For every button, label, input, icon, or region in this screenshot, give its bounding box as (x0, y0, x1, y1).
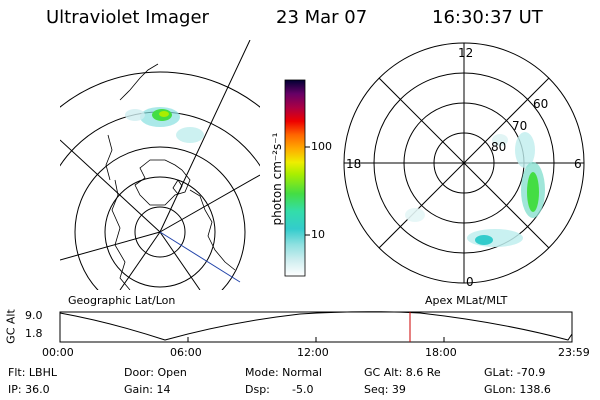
dsp-value: -5.0 (292, 383, 314, 396)
time-axis-ticks (59, 337, 573, 342)
time-tick-1800: 18:00 (425, 346, 457, 359)
ip-info: IP: 36.0 (8, 383, 50, 396)
colorbar-unit-label: photon cm⁻²s⁻¹ (270, 132, 284, 226)
time-tick-1200: 12:00 (297, 346, 329, 359)
geographic-caption: Geographic Lat/Lon (68, 294, 176, 307)
seq-info: Seq: 39 (364, 383, 406, 396)
dsp-label: Dsp: (245, 383, 270, 396)
time-tick-0600: 06:00 (170, 346, 202, 359)
time-label: 16:30:37 UT (432, 7, 543, 28)
mlt-label-0: 0 (466, 275, 474, 289)
geo-aurora-emission (125, 107, 204, 143)
polar-grid (343, 42, 585, 284)
lat-label-60: 60 (533, 97, 549, 111)
lat-label-70: 70 (512, 119, 528, 133)
mlt-label-18: 18 (346, 157, 362, 171)
colorbar-tick-100: 100 (311, 140, 332, 153)
colorbar-scale (284, 79, 306, 277)
lat-label-80: 80 (491, 140, 507, 154)
polar-aurora-emission (405, 132, 545, 247)
time-tick-2359: 23:59 (558, 346, 590, 359)
glat-info: GLat: -70.9 (484, 366, 546, 379)
mode-info: Mode: Normal (245, 366, 322, 379)
gain-info: Gain: 14 (124, 383, 171, 396)
altitude-ymax: 9.0 (25, 309, 43, 322)
gc-alt-info: GC Alt: 8.6 Re (364, 366, 441, 379)
date-label: 23 Mar 07 (276, 7, 368, 28)
mlt-label-12: 12 (458, 46, 474, 60)
altitude-ylabel: GC Alt (4, 309, 18, 344)
colorbar-tick-10: 10 (311, 228, 325, 241)
instrument-title: Ultraviolet Imager (46, 7, 209, 28)
mlt-label-6: 6 (574, 157, 582, 171)
door-info: Door: Open (124, 366, 187, 379)
altitude-ymin: 1.8 (25, 327, 43, 340)
glon-info: GLon: 138.6 (484, 383, 551, 396)
time-tick-0000: 00:00 (42, 346, 74, 359)
altitude-curve (59, 311, 573, 341)
filter-info: Flt: LBHL (8, 366, 57, 379)
apex-caption: Apex MLat/MLT (425, 294, 508, 307)
